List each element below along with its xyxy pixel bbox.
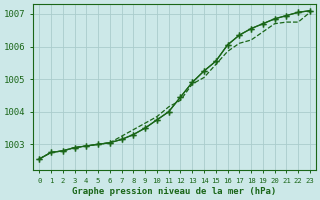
X-axis label: Graphe pression niveau de la mer (hPa): Graphe pression niveau de la mer (hPa): [72, 187, 277, 196]
